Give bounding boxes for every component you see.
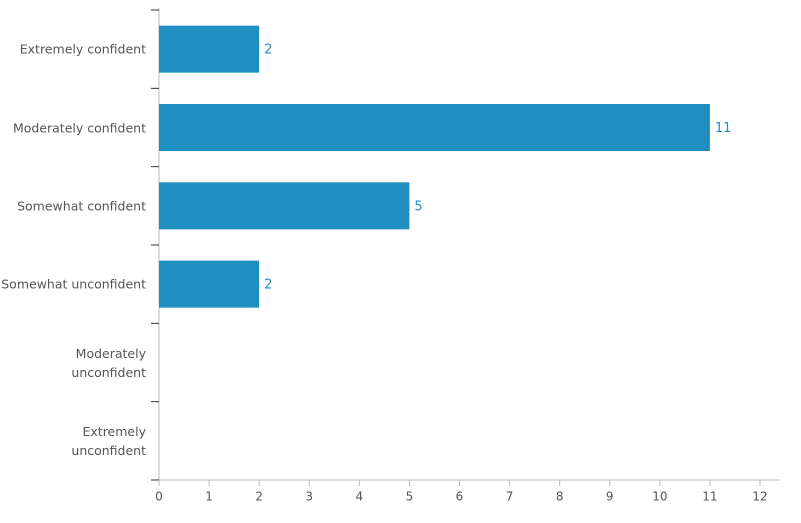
x-tick-label: 9: [606, 490, 614, 504]
y-tick-label: Moderately confident: [12, 120, 146, 135]
bar: [159, 182, 410, 230]
bar: [159, 104, 710, 151]
x-tick-label: 10: [652, 490, 667, 504]
bar: [159, 25, 260, 73]
y-tick-label: Somewhat unconfident: [1, 276, 146, 292]
x-tick-label: 3: [305, 490, 313, 504]
y-tick-label: Somewhat confident: [17, 198, 146, 214]
value-label: 2: [264, 43, 272, 58]
value-label: 5: [414, 199, 422, 214]
value-label: 11: [715, 121, 732, 136]
x-tick-label: 12: [752, 490, 767, 504]
x-tick-label: 7: [506, 490, 514, 504]
x-tick-label: 11: [702, 490, 717, 504]
y-tick-label: Extremely unconfident: [71, 423, 146, 458]
y-tick-label: Extremely confident: [19, 41, 146, 57]
value-label: 2: [264, 278, 272, 293]
bar: [159, 260, 260, 308]
x-tick-label: 5: [406, 490, 414, 504]
y-tick-label: Moderately unconfident: [71, 345, 146, 380]
x-tick-label: 8: [556, 490, 564, 504]
x-tick-label: 4: [356, 490, 364, 504]
x-tick-label: 1: [205, 490, 213, 504]
x-tick-label: 6: [456, 490, 464, 504]
x-tick-label: 2: [255, 490, 263, 504]
x-tick-label: 0: [155, 490, 163, 504]
